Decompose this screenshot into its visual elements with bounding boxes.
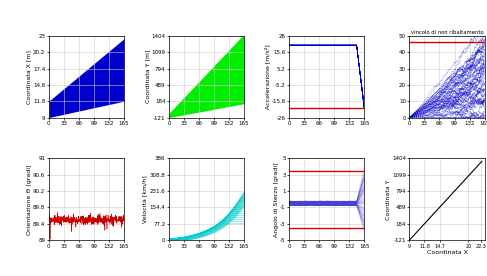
Y-axis label: Angolo di Sterzo [gradi]: Angolo di Sterzo [gradi]: [274, 162, 279, 237]
Title: vincolo di non ribaltamento: vincolo di non ribaltamento: [411, 30, 483, 35]
Y-axis label: Coordinata Y [m]: Coordinata Y [m]: [145, 50, 150, 104]
Y-axis label: Coordinata X [m]: Coordinata X [m]: [27, 50, 32, 104]
X-axis label: Coordinata X: Coordinata X: [427, 250, 468, 255]
Y-axis label: Orientazione Θ [gradi]: Orientazione Θ [gradi]: [27, 164, 32, 235]
Y-axis label: Accelerazione [m/s²]: Accelerazione [m/s²]: [264, 44, 270, 109]
Y-axis label: Coordinata Y: Coordinata Y: [386, 179, 391, 219]
Y-axis label: Velocità [km/h]: Velocità [km/h]: [143, 175, 149, 223]
